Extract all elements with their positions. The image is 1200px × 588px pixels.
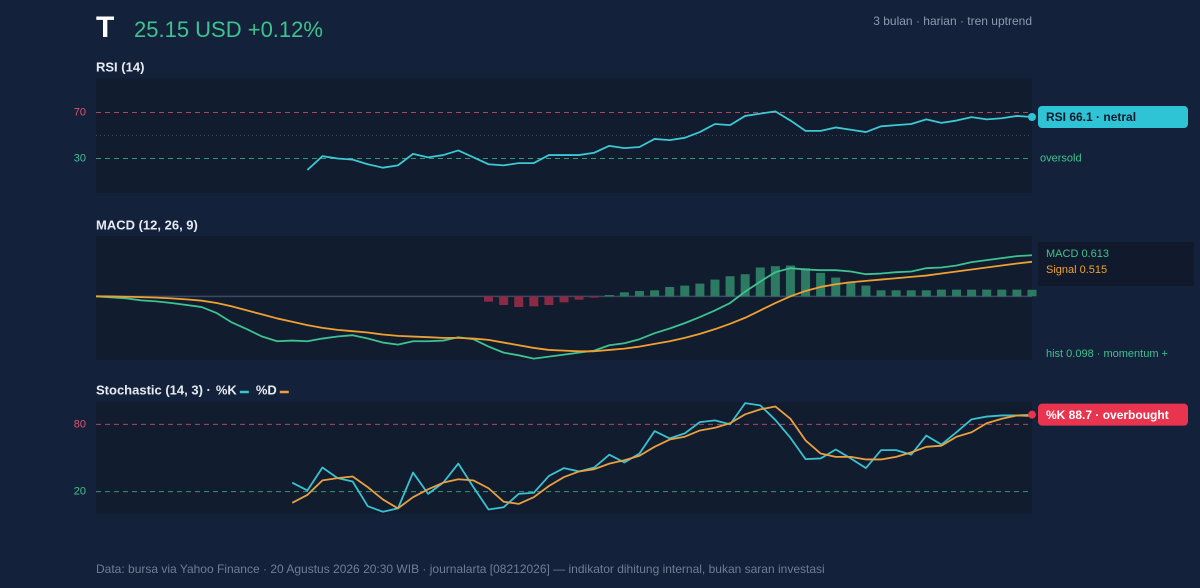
histogram-bar <box>846 281 856 297</box>
histogram-bar <box>967 289 977 297</box>
histogram-bar <box>559 296 569 303</box>
histogram-bar <box>589 296 599 298</box>
histogram-bar <box>816 272 826 297</box>
badge <box>1038 105 1188 128</box>
histogram-bar <box>604 294 614 297</box>
histogram-bar <box>725 276 735 297</box>
series-line <box>95 254 1033 360</box>
histogram-bar <box>1012 289 1022 297</box>
panel-title: RSI (14) <box>96 59 144 74</box>
histogram-bar <box>936 289 946 297</box>
histogram-bar <box>665 286 675 297</box>
last-point <box>1028 112 1036 121</box>
y-tick-label: 80 <box>74 418 86 430</box>
histogram-bar <box>1027 289 1037 297</box>
annotation: oversold <box>1040 152 1082 164</box>
histogram-bar <box>801 268 811 297</box>
histogram-bar <box>982 289 992 297</box>
histogram-bar <box>695 283 705 297</box>
histogram-bar <box>619 292 629 297</box>
symbol: T <box>96 11 114 44</box>
legend-label: Signal 0.515 <box>1046 264 1107 276</box>
histogram-bar <box>574 296 584 300</box>
histogram-bar <box>997 289 1007 297</box>
quote: 25.15 USD +0.12% <box>134 17 323 42</box>
series-line <box>95 260 1033 353</box>
histogram-bar <box>921 290 931 297</box>
y-tick-label: 70 <box>74 106 86 118</box>
histogram-bar <box>952 289 962 297</box>
histogram-bar <box>831 277 841 297</box>
histogram-bar <box>499 296 509 306</box>
plot-area <box>96 402 1032 514</box>
histogram-bar <box>650 290 660 297</box>
histogram-bar <box>544 296 554 306</box>
series-line <box>291 405 1033 510</box>
histogram-bar <box>876 290 886 297</box>
last-point <box>1028 410 1036 419</box>
legend-name: %K <box>216 382 238 397</box>
histogram-bar <box>770 266 780 297</box>
legend-label: MACD 0.613 <box>1046 248 1109 260</box>
histogram-bar <box>680 285 690 297</box>
histogram-bar <box>484 296 494 302</box>
footer: Data: bursa via Yahoo Finance · 20 Agust… <box>96 562 825 576</box>
hist-label: hist 0.098 · momentum + <box>1046 348 1168 360</box>
badge-label: RSI 66.1 · netral <box>1046 110 1136 124</box>
panel-title: MACD (12, 26, 9) <box>96 217 198 232</box>
meta: 3 bulan · harian · tren uptrend <box>873 14 1032 28</box>
badge-label: %K 88.7 · overbought <box>1046 408 1169 422</box>
histogram-bar <box>906 290 916 297</box>
y-tick-label: 20 <box>74 486 86 498</box>
histogram-bar <box>529 296 539 307</box>
histogram-bar <box>891 290 901 297</box>
panel-title: Stochastic (14, 3) · <box>96 382 211 397</box>
legend-name: %D <box>256 382 277 397</box>
histogram-bar <box>785 265 795 297</box>
histogram-bar <box>740 274 750 297</box>
y-tick-label: 30 <box>74 152 86 164</box>
badge <box>1038 403 1188 426</box>
histogram-bar <box>710 279 720 297</box>
histogram-bar <box>634 290 644 297</box>
series-line <box>306 110 1033 171</box>
legend-box <box>1038 242 1194 286</box>
histogram-bar <box>861 285 871 297</box>
histogram-bar <box>514 296 524 308</box>
